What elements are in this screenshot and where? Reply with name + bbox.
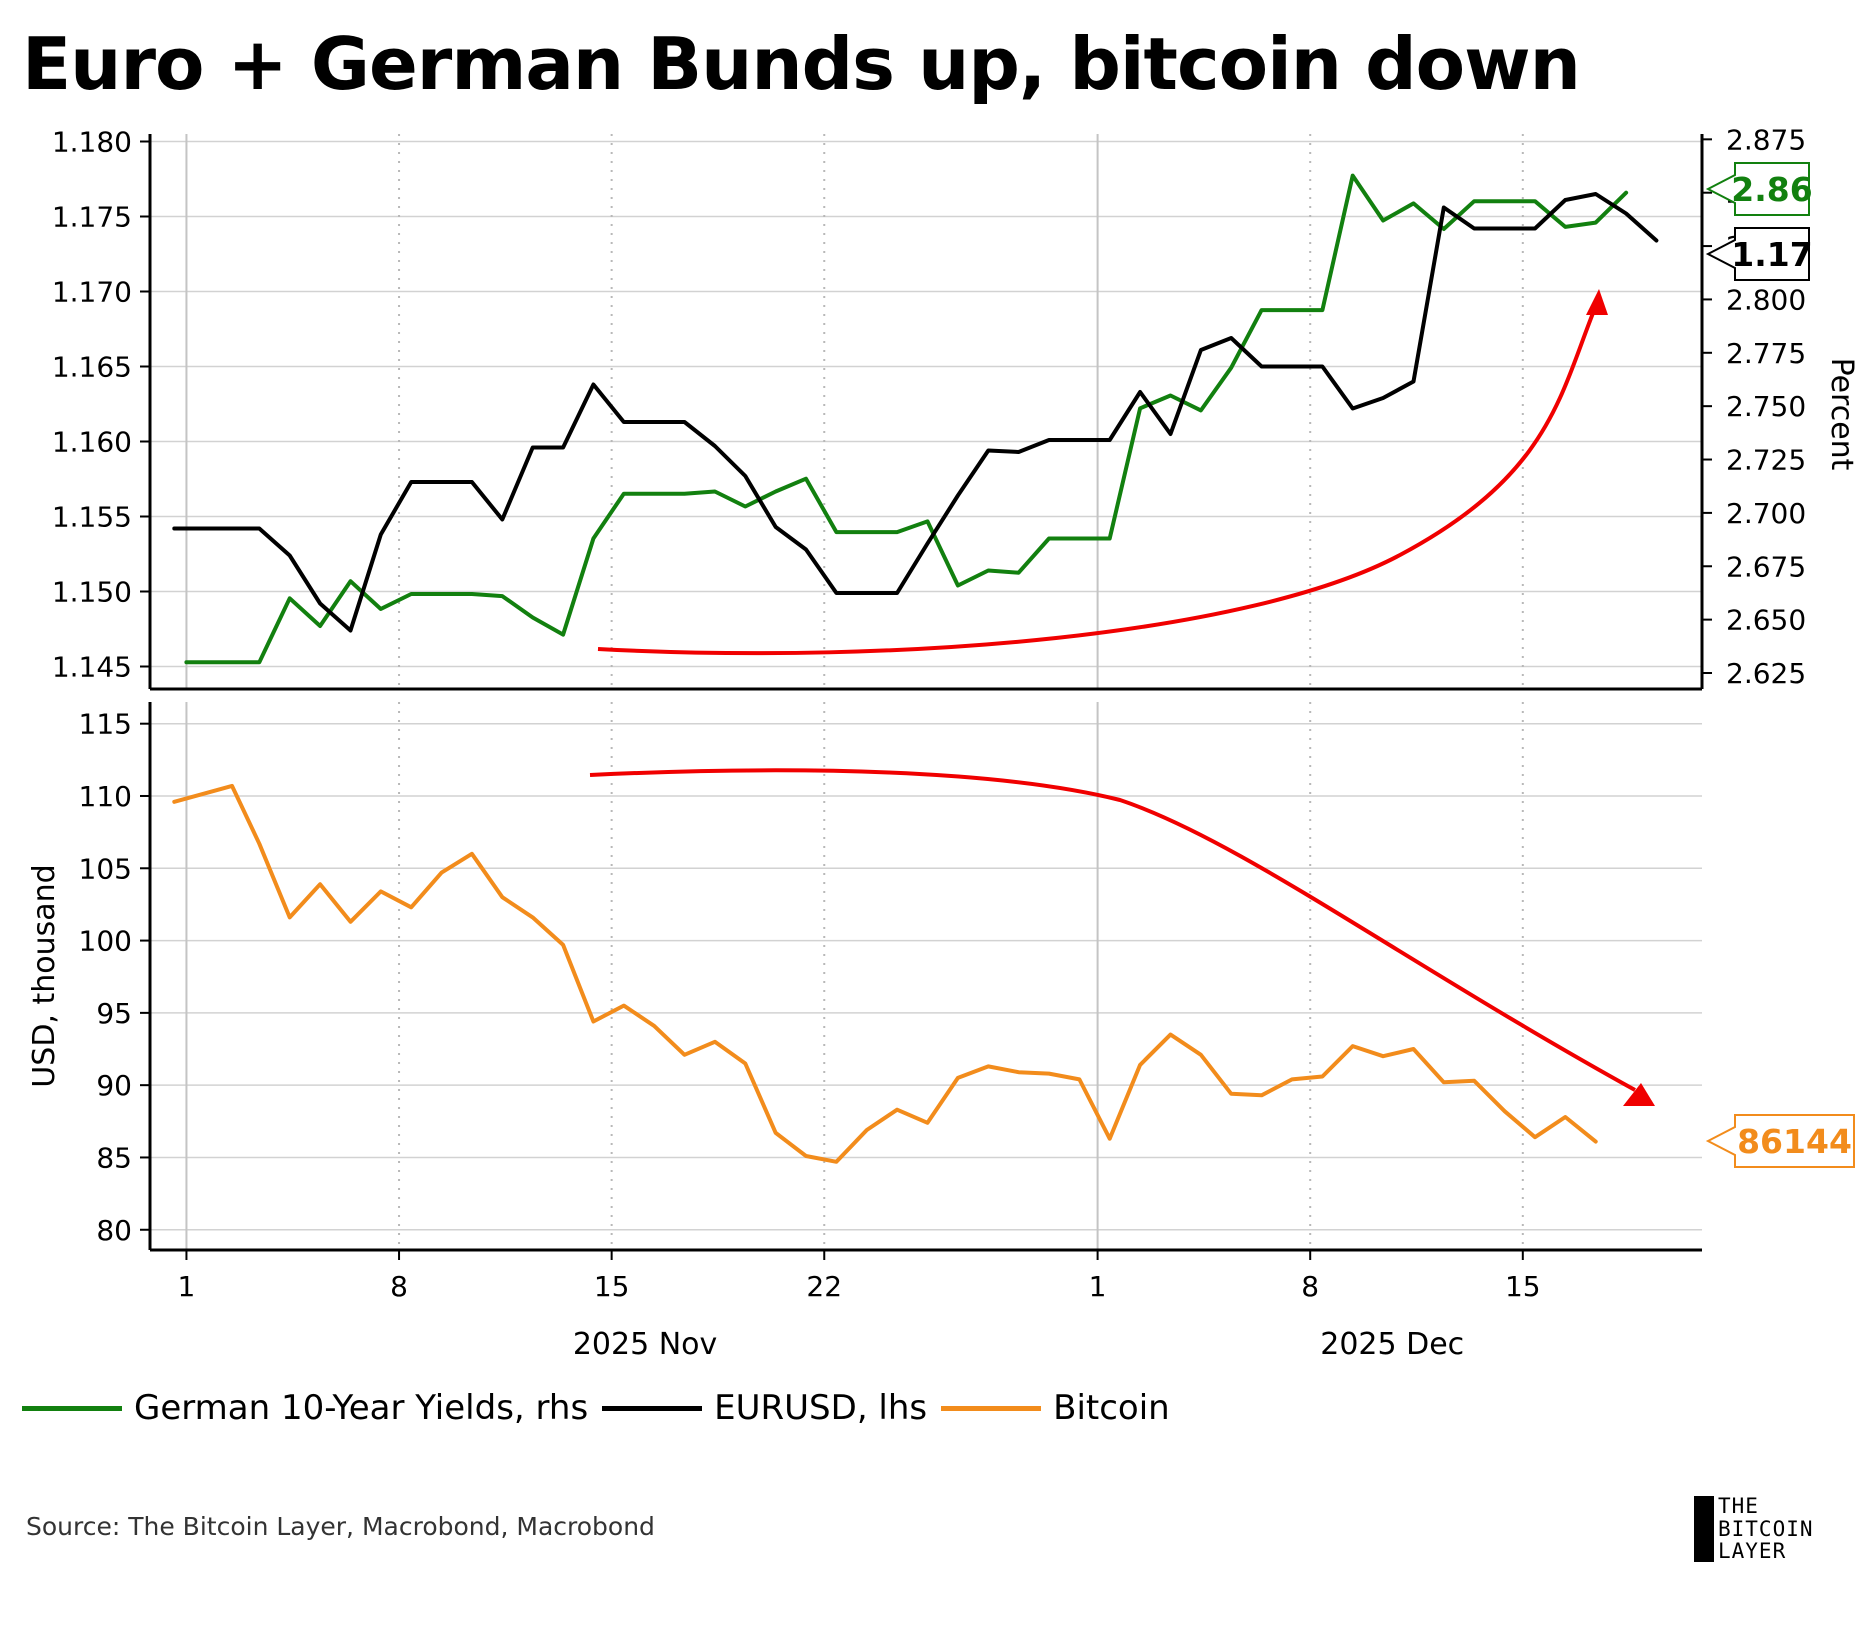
label-layer: 2.86 1.17 86144	[1705, 162, 1855, 1168]
x-tick-label: 8	[1301, 1270, 1319, 1303]
x-tick-label: 15	[1505, 1270, 1541, 1303]
y-tick-label-left-bottom: 80	[96, 1214, 132, 1247]
series-line-eurusd	[172, 192, 1659, 633]
the-bitcoin-layer-logo: THE BITCOIN LAYER	[1694, 1496, 1814, 1562]
legend-label: Bitcoin	[1053, 1388, 1170, 1428]
y-tick-label-left-bottom: 90	[96, 1069, 132, 1102]
trend-arrowhead-up	[1586, 289, 1608, 315]
y-tick-label-left-bottom: 105	[79, 852, 132, 885]
x-tick-label: 8	[390, 1270, 408, 1303]
callout-value: 86144	[1737, 1122, 1852, 1161]
y-tick-label-left-top: 1.180	[52, 126, 132, 159]
y-tick-label-left-top: 1.160	[52, 426, 132, 459]
y-tick-label-left-top: 1.165	[52, 351, 132, 384]
callout-eurusd: 1.17	[1705, 227, 1813, 281]
source-note: Source: The Bitcoin Layer, Macrobond, Ma…	[26, 1512, 655, 1541]
x-tick-label: 1	[1089, 1270, 1107, 1303]
logo-words: THE BITCOIN LAYER	[1718, 1496, 1814, 1562]
legend-label: German 10-Year Yields, rhs	[134, 1388, 589, 1428]
legend-swatch-black	[602, 1405, 703, 1411]
legend-swatch-orange	[941, 1405, 1042, 1411]
callout-value: 1.17	[1731, 235, 1812, 274]
callout-german-yield: 2.86	[1705, 162, 1813, 216]
y-tick-label-left-bottom: 115	[79, 708, 132, 741]
logo-bar	[1694, 1496, 1714, 1562]
x-tick-label: 22	[806, 1270, 842, 1303]
y-tick-label-right: 2.625	[1726, 657, 1806, 690]
y-tick-label-right: 2.800	[1726, 283, 1806, 316]
y-tick-label-left-top: 1.145	[52, 651, 132, 684]
y-tick-label-left-bottom: 100	[79, 925, 132, 958]
y-tick-label-left-bottom: 85	[96, 1141, 132, 1174]
right-axis-title: Percent	[1824, 358, 1859, 471]
trend-arrow-up	[597, 307, 1597, 656]
y-tick-label-right: 2.875	[1726, 123, 1806, 156]
grid-layer	[150, 134, 1702, 1250]
x-month-label: 2025 Nov	[573, 1327, 717, 1362]
series-line-bitcoin	[172, 783, 1598, 1164]
x-month-label: 2025 Dec	[1320, 1327, 1464, 1362]
left-axis-title-bottom: USD, thousand	[27, 864, 62, 1087]
series-layer	[172, 173, 1659, 1164]
logo-word: LAYER	[1718, 1539, 1787, 1563]
trend-arrowhead-down	[1623, 1083, 1655, 1106]
legend: German 10-Year Yields, rhs EURUSD, lhs B…	[22, 1388, 1184, 1428]
trend-arrow-down	[589, 768, 1636, 1092]
y-tick-label-right: 2.700	[1726, 497, 1806, 530]
callout-box	[1705, 162, 1810, 216]
callout-box	[1705, 1114, 1855, 1168]
y-tick-label-left-top: 1.150	[52, 576, 132, 609]
y-tick-label-right: 2.775	[1726, 337, 1806, 370]
y-tick-label-left-bottom: 95	[96, 997, 132, 1030]
legend-item-bitcoin: Bitcoin	[941, 1388, 1170, 1428]
legend-label: EURUSD, lhs	[714, 1388, 928, 1428]
y-tick-label-left-top: 1.175	[52, 201, 132, 234]
series-line-german-yields	[184, 173, 1629, 665]
legend-item-german-yields: German 10-Year Yields, rhs	[22, 1388, 588, 1428]
y-tick-label-right: 2.725	[1726, 444, 1806, 477]
x-tick-label: 1	[178, 1270, 196, 1303]
logo-word: BITCOIN	[1718, 1516, 1814, 1541]
y-tick-label-left-top: 1.155	[52, 501, 132, 534]
legend-swatch-green	[22, 1405, 122, 1411]
y-tick-label-left-bottom: 110	[79, 780, 132, 813]
callout-box	[1705, 227, 1810, 281]
y-tick-label-right: 2.750	[1726, 390, 1806, 423]
logo-word: THE	[1718, 1494, 1759, 1518]
axis-layer: 1.145 1.150 1.155 1.160 1.165 1.170 1.175 1.180…	[27, 123, 1859, 1362]
y-tick-label-left-top: 1.170	[52, 276, 132, 309]
y-tick-label-right: 2.650	[1726, 604, 1806, 637]
callout-bitcoin: 86144	[1705, 1114, 1855, 1168]
x-tick-label: 15	[594, 1270, 630, 1303]
chart-title: Euro + German Bunds up, bitcoin down	[22, 22, 1581, 106]
callout-value: 2.86	[1731, 170, 1812, 209]
legend-item-eurusd: EURUSD, lhs	[602, 1388, 927, 1428]
y-tick-label-right: 2.675	[1726, 550, 1806, 583]
